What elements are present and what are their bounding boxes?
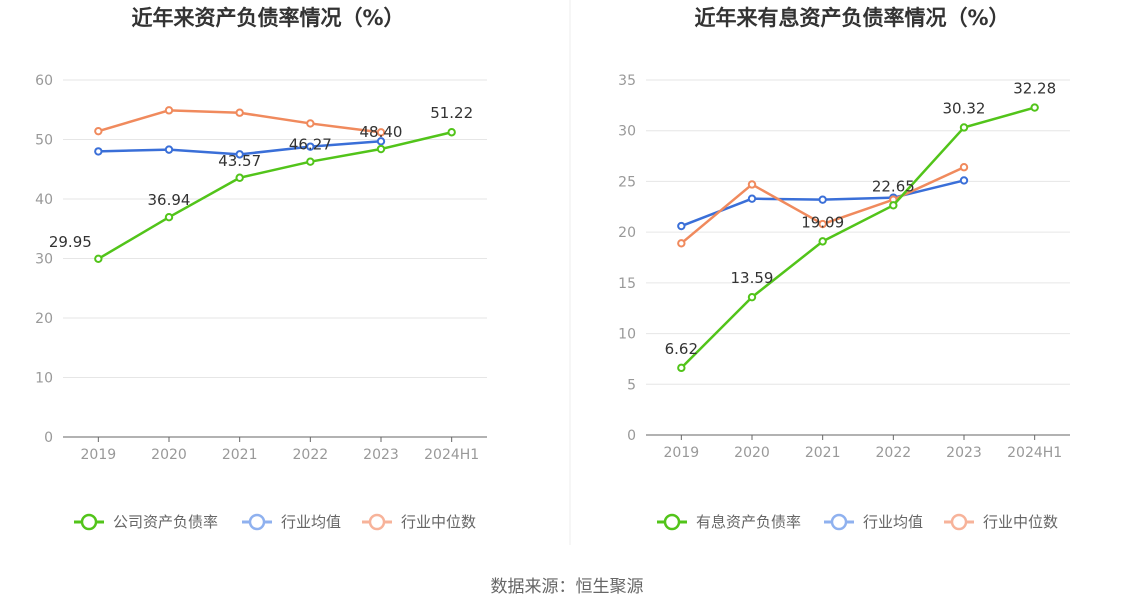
y-tick-label: 10	[35, 371, 53, 387]
legend-label: 行业中位数	[983, 513, 1058, 531]
y-tick-label: 20	[618, 225, 636, 241]
legend-item-company[interactable]: 公司资产负债率	[74, 513, 218, 531]
data-point-industry_median	[959, 163, 969, 172]
data-point-industry_median	[376, 128, 386, 137]
data-label: 22.65	[872, 177, 915, 195]
data-label: 46.27	[289, 136, 332, 154]
legend-label: 有息资产负债率	[696, 513, 801, 531]
legend-marker-icon	[80, 513, 98, 531]
x-tick-label: 2023	[946, 445, 982, 461]
x-tick-label: 2020	[734, 445, 770, 461]
legend-item-industry_median[interactable]: 行业中位数	[944, 513, 1058, 531]
y-tick-label: 35	[618, 73, 636, 89]
data-point-industry_median	[306, 119, 315, 128]
data-point-company	[164, 213, 174, 222]
data-label: 43.57	[218, 152, 261, 170]
data-point-company	[747, 292, 757, 302]
chart-title: 近年来资产负债率情况（%）	[131, 6, 404, 30]
x-tick-label: 2023	[363, 447, 399, 463]
y-tick-label: 0	[627, 428, 636, 444]
x-tick-label: 2019	[81, 447, 117, 463]
legend-label: 公司资产负债率	[113, 513, 218, 531]
data-point-industry_avg	[959, 176, 969, 185]
y-tick-label: 10	[618, 327, 636, 343]
y-tick-label: 20	[35, 311, 53, 327]
legend-label: 行业均值	[281, 513, 341, 531]
series-line-company	[97, 131, 452, 260]
data-point-industry_avg	[306, 142, 315, 151]
data-point-company	[235, 173, 244, 182]
data-label: 29.95	[49, 233, 92, 251]
data-label: 19.09	[801, 213, 844, 231]
x-tick-label: 2022	[293, 447, 329, 463]
legend-marker-icon	[950, 513, 968, 531]
y-tick-label: 50	[35, 133, 53, 149]
x-tick-label: 2020	[151, 447, 187, 463]
legend-marker-icon	[830, 513, 848, 531]
legend-item-company[interactable]: 有息资产负债率	[657, 513, 801, 531]
legend-item-industry_avg[interactable]: 行业均值	[242, 513, 341, 531]
data-label: 30.32	[943, 99, 986, 117]
legend-label: 行业中位数	[401, 513, 476, 531]
chart-debt-ratio: 近年来资产负债率情况（%） 0 10 20 30 40 50 60 2019 2020 2021 20…	[35, 6, 487, 531]
data-point-company	[94, 254, 103, 263]
data-point-industry_avg	[94, 147, 103, 156]
data-label: 36.94	[148, 191, 191, 209]
x-tick-label: 2024H1	[1007, 445, 1062, 461]
legend-marker-icon	[368, 513, 386, 531]
data-point-company	[376, 144, 386, 154]
legend-marker-icon	[663, 513, 681, 531]
y-tick-label: 5	[627, 377, 636, 393]
x-tick-label: 2024H1	[424, 447, 479, 463]
legend-item-industry_median[interactable]: 行业中位数	[362, 513, 476, 531]
y-tick-label: 30	[618, 124, 636, 140]
y-tick-label: 25	[618, 174, 636, 190]
data-point-company	[959, 123, 969, 132]
data-point-industry_median	[94, 126, 103, 136]
data-label: 13.59	[731, 269, 774, 287]
data-label: 48.40	[360, 123, 403, 141]
x-tick-label: 2021	[222, 447, 258, 463]
data-point-company	[677, 363, 686, 373]
x-tick-label: 2019	[664, 445, 700, 461]
data-point-company	[818, 237, 827, 246]
legend-label: 行业均值	[863, 513, 923, 531]
data-label: 51.22	[430, 104, 473, 122]
data-point-industry_avg	[747, 194, 757, 203]
data-point-industry_avg	[235, 150, 244, 159]
x-tick-label: 2022	[876, 445, 912, 461]
data-point-company	[889, 201, 898, 210]
data-label: 6.62	[665, 340, 698, 358]
data-label: 32.28	[1013, 80, 1056, 98]
data-point-industry_median	[677, 239, 686, 248]
y-tick-label: 60	[35, 73, 53, 89]
legend-marker-icon	[248, 513, 266, 531]
legend-item-industry_avg[interactable]: 行业均值	[824, 513, 923, 531]
chart-title: 近年来有息资产负债率情况（%）	[694, 6, 1009, 30]
y-tick-label: 0	[44, 430, 53, 446]
data-point-industry_avg	[818, 195, 827, 204]
series-line-company	[680, 106, 1036, 369]
data-source: 数据来源：恒生聚源	[491, 577, 644, 597]
data-point-industry_avg	[677, 221, 686, 231]
data-point-company	[306, 157, 315, 166]
data-point-industry_avg	[164, 145, 174, 154]
y-tick-label: 15	[618, 276, 636, 292]
y-tick-label: 30	[35, 252, 53, 268]
data-point-industry_avg	[376, 137, 386, 146]
y-tick-label: 40	[35, 192, 53, 208]
data-point-industry_median	[747, 180, 757, 189]
data-point-industry_median	[164, 106, 174, 115]
chart-interest-bearing-debt-ratio: 近年来有息资产负债率情况（%） 0 5 10 15 20 25 30 35 2019 2020 202…	[618, 6, 1070, 531]
data-point-company	[1030, 103, 1039, 112]
data-point-company	[447, 128, 456, 137]
x-tick-label: 2021	[805, 445, 841, 461]
data-point-industry_median	[818, 219, 827, 229]
data-point-industry_median	[235, 108, 244, 117]
